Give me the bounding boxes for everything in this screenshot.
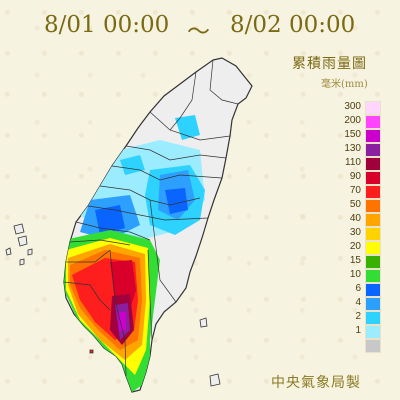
legend-item: 30 — [336, 226, 382, 241]
legend-item: 10 — [336, 268, 382, 283]
legend-value: 4 — [355, 297, 361, 308]
legend-swatch — [365, 283, 381, 297]
legend-swatch — [365, 325, 381, 339]
legend-value: 70 — [349, 185, 361, 196]
legend-swatch — [365, 143, 381, 157]
legend-swatch — [365, 241, 381, 255]
county-boundaries — [63, 59, 239, 377]
legend-swatch — [365, 297, 381, 311]
range-tilde: ～ — [187, 19, 210, 45]
legend-item — [336, 338, 382, 353]
legend-value: 300 — [344, 101, 361, 112]
map-title: 8/01 00:00 ～ 8/02 00:00 — [0, 12, 400, 46]
legend-value: 30 — [349, 227, 361, 238]
legend-value: 150 — [344, 129, 361, 140]
legend-swatch — [365, 185, 381, 199]
legend-title: 累積雨量圖 — [292, 56, 367, 72]
legend-item: 90 — [336, 170, 382, 185]
end-time: 8/02 00:00 — [230, 12, 356, 38]
outlying-islands — [5, 223, 221, 387]
legend-value: 1 — [355, 325, 361, 336]
legend-value: 110 — [345, 157, 361, 168]
legend-value: 2 — [355, 311, 361, 322]
legend-swatch — [365, 171, 381, 185]
legend-item: 40 — [336, 212, 382, 227]
legend-value: 90 — [349, 171, 361, 182]
legend-value: 200 — [344, 115, 361, 126]
legend-item: 70 — [336, 184, 382, 199]
legend-swatch — [365, 129, 381, 143]
legend-item: 1 — [336, 324, 382, 339]
legend-swatch — [365, 227, 381, 241]
legend-value: 40 — [349, 213, 361, 224]
legend-item: 300 — [336, 100, 382, 115]
legend-value: 20 — [349, 241, 361, 252]
legend-item: 6 — [336, 282, 382, 297]
legend-value: 130 — [344, 143, 361, 154]
legend-swatch — [365, 269, 381, 283]
legend-item: 200 — [336, 114, 382, 129]
start-time: 8/01 00:00 — [44, 12, 170, 38]
legend-value: 10 — [349, 269, 361, 280]
legend-swatch — [365, 213, 381, 227]
legend-swatch — [365, 115, 381, 129]
legend-value: 6 — [355, 283, 361, 294]
legend-unit: 毫米(mm) — [321, 79, 368, 90]
legend-swatch — [365, 101, 381, 115]
legend-swatch — [365, 157, 381, 171]
legend-item: 4 — [336, 296, 382, 311]
legend-item: 2 — [336, 310, 382, 325]
legend-item: 50 — [336, 198, 382, 213]
legend-swatch — [365, 311, 381, 325]
legend-item: 20 — [336, 240, 382, 255]
legend-swatch — [365, 255, 381, 269]
legend-item: 110 — [336, 156, 382, 171]
legend-value: 50 — [349, 199, 361, 210]
legend-item: 15 — [336, 254, 382, 269]
legend-swatch — [365, 339, 381, 353]
legend-item: 150 — [336, 128, 382, 143]
legend-item: 130 — [336, 142, 382, 157]
credit: 中央氣象局製 — [271, 375, 361, 391]
legend-swatch — [365, 199, 381, 213]
legend-value: 15 — [349, 255, 361, 266]
